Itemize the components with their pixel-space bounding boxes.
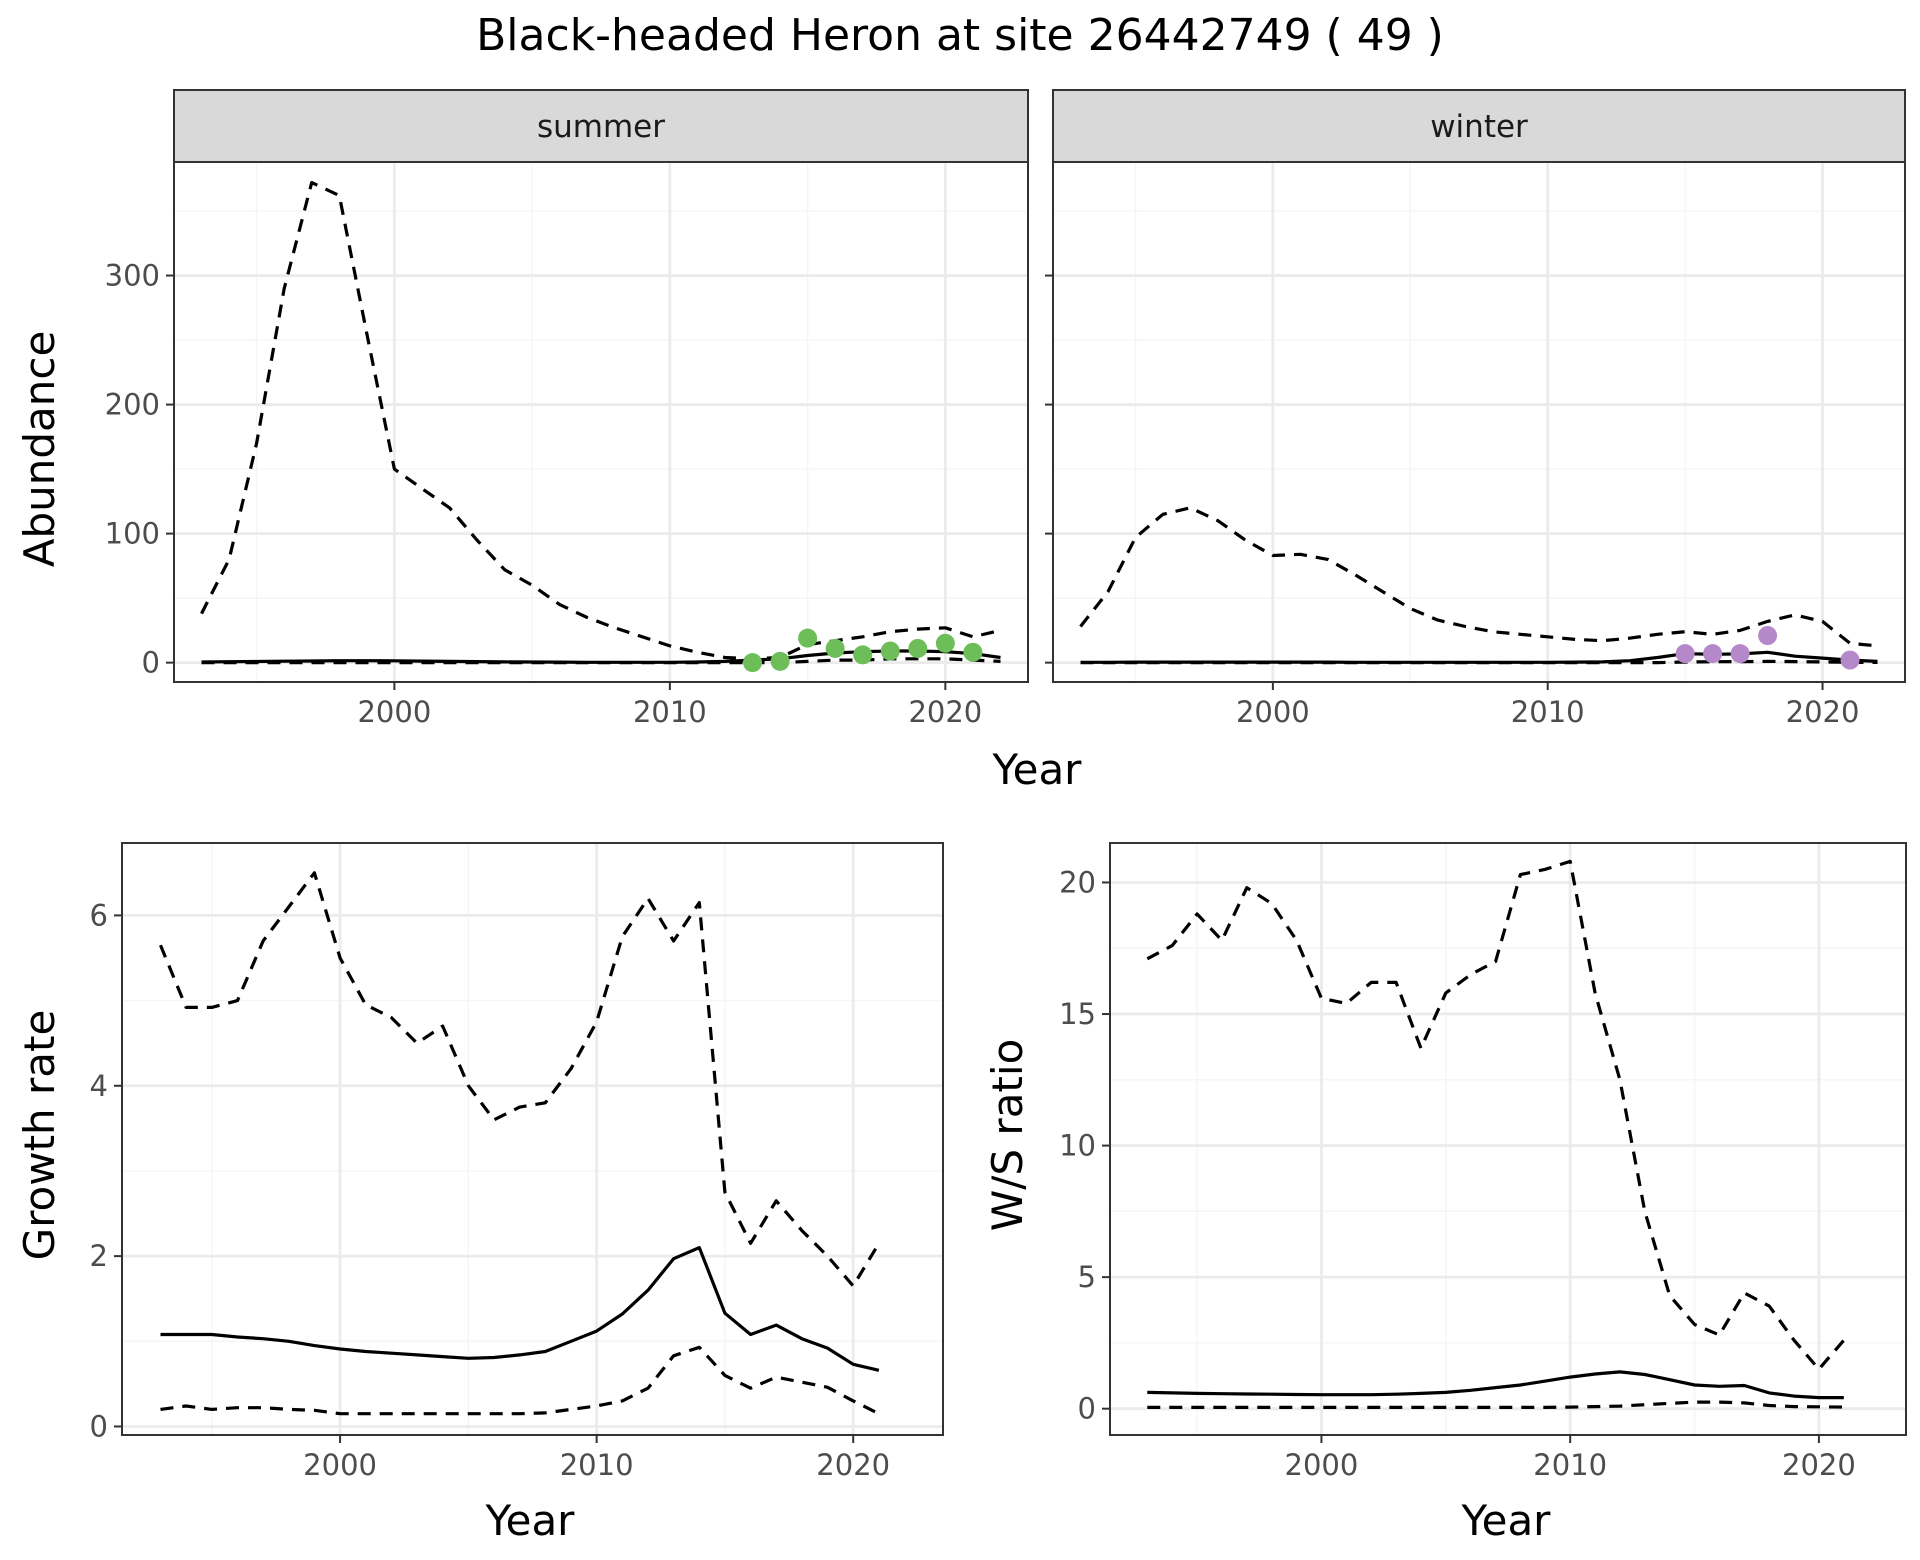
y-tick-label: 0 (142, 646, 160, 680)
observed-point (1840, 650, 1860, 670)
x-tick-label: 2020 (1782, 1448, 1856, 1482)
observed-point (908, 638, 928, 658)
panel-border (121, 842, 944, 1436)
observed-point (963, 642, 983, 662)
observed-point (1703, 644, 1723, 664)
y-tick-label: 100 (105, 517, 160, 551)
upper-bound-line (159, 871, 881, 1288)
y-tick-label: 20 (1059, 865, 1096, 899)
facet-strip (173, 89, 1029, 163)
panel-background (1053, 162, 1905, 682)
x-tick-label: 2010 (560, 1448, 634, 1482)
upper-bound-line (1146, 859, 1846, 1371)
winter-abundance-panel: winter 2000 2010 2020 (1045, 89, 1906, 729)
abundance-x-axis-title: Year (992, 745, 1083, 794)
observed-point (743, 653, 763, 673)
summer-abundance-panel: summer 2000 2010 2020 0 100 200 300 (105, 89, 1029, 729)
y-tick-label: 0 (1078, 1392, 1096, 1426)
x-tick-label: 2010 (1533, 1448, 1607, 1482)
y-tick-label: 4 (90, 1069, 108, 1103)
x-tick-label: 2020 (816, 1448, 890, 1482)
observed-point (1675, 644, 1695, 664)
x-tick-label: 2000 (303, 1448, 377, 1482)
y-tick-label: 15 (1059, 997, 1096, 1031)
estimate-line (160, 1245, 880, 1372)
x-tick-label: 2000 (1285, 1448, 1359, 1482)
y-tick-label: 10 (1059, 1129, 1096, 1163)
observed-point (1758, 626, 1778, 646)
y-tick-label: 200 (105, 388, 160, 422)
ws-ratio-panel: 2000 2010 2020 0 5 10 15 20 (1059, 842, 1907, 1482)
lower-bound-line (1147, 1400, 1844, 1410)
x-tick-label: 2010 (1511, 695, 1585, 729)
growth-rate-panel: 2000 2010 2020 0 2 4 6 (90, 842, 944, 1482)
facet-strip (1052, 89, 1906, 163)
upper-bound-line (200, 181, 1001, 661)
estimate-line (1147, 1370, 1844, 1400)
growth-x-axis-title: Year (485, 1496, 576, 1545)
panel-background (1110, 843, 1906, 1435)
y-tick-label: 2 (90, 1239, 108, 1273)
panel-background (122, 843, 943, 1435)
observed-point (880, 641, 900, 661)
observed-point (1730, 644, 1750, 664)
growth-y-axis-title: Growth rate (15, 1010, 64, 1261)
ratio-y-axis-title: W/S ratio (983, 1039, 1032, 1232)
panel-background (174, 162, 1028, 682)
x-tick-label: 2020 (908, 695, 982, 729)
facet-strip-label: summer (537, 109, 665, 145)
figure-title: Black-headed Heron at site 26442749 ( 49… (476, 10, 1444, 61)
x-tick-label: 2000 (357, 695, 431, 729)
y-tick-label: 6 (90, 898, 108, 932)
abundance-y-axis-title: Abundance (15, 331, 64, 568)
y-tick-label: 5 (1078, 1260, 1096, 1294)
panel-border (1109, 842, 1907, 1436)
y-tick-label: 300 (105, 259, 160, 293)
observed-point (825, 638, 845, 658)
x-tick-label: 2020 (1786, 695, 1860, 729)
observed-point (770, 651, 790, 671)
facet-strip-label: winter (1430, 109, 1528, 145)
observed-point (853, 645, 873, 665)
y-tick-label: 0 (90, 1409, 108, 1443)
lower-bound-line (160, 1345, 880, 1416)
observed-point (935, 633, 955, 653)
observed-point (798, 628, 818, 648)
upper-bound-line (1079, 506, 1878, 648)
x-tick-label: 2000 (1236, 695, 1310, 729)
ratio-x-axis-title: Year (1461, 1496, 1552, 1545)
x-tick-label: 2010 (633, 695, 707, 729)
